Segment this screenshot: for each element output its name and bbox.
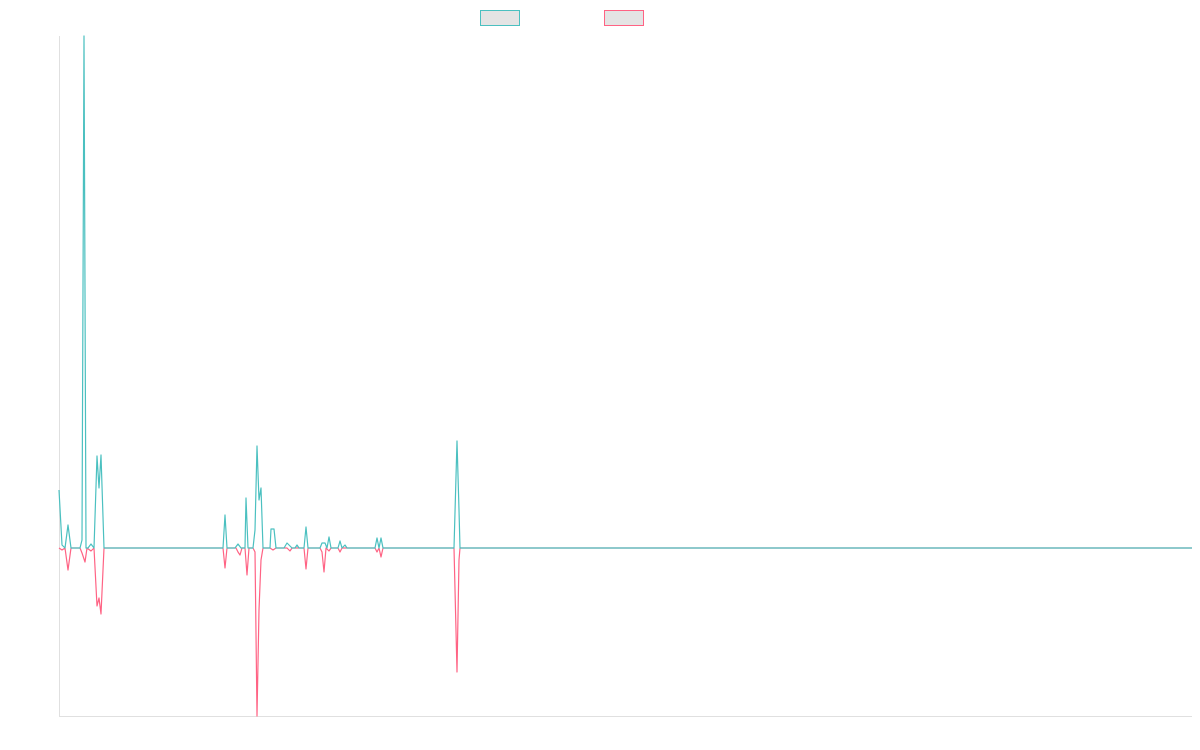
legend-swatch-series-1[interactable]	[480, 10, 520, 26]
legend-swatch-series-2[interactable]	[604, 10, 644, 26]
series-line-2	[58, 547, 1192, 717]
series-line-1	[58, 35, 1192, 549]
